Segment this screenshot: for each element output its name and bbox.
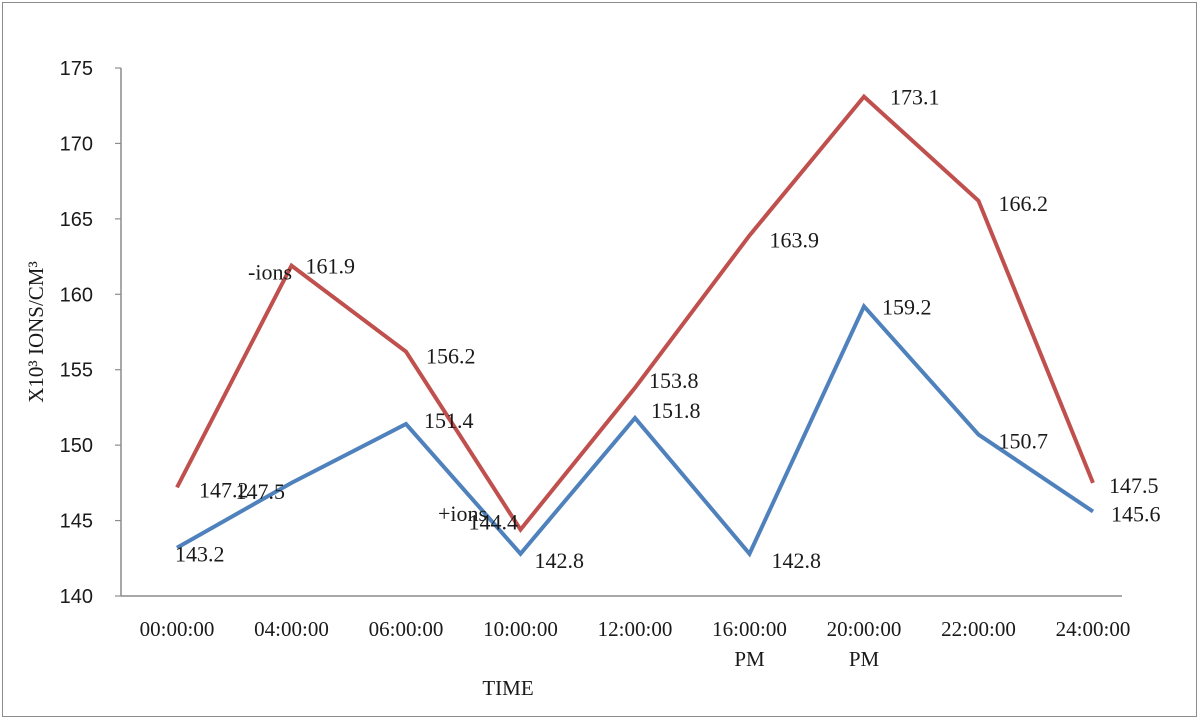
series-name-negative-ions: -ions (248, 260, 292, 285)
x-tick-label: 24:00:00 (1056, 617, 1131, 641)
x-tick-label: PM (849, 647, 880, 671)
x-tick-label: PM (734, 647, 765, 671)
x-tick-label: 16:00:00 (712, 617, 787, 641)
x-tick-label: 10:00:00 (483, 617, 558, 641)
data-label: 143.2 (175, 542, 225, 567)
y-tick-label: 155 (60, 360, 93, 382)
data-label: 142.8 (535, 548, 585, 573)
data-label: 166.2 (999, 191, 1049, 216)
data-label: 147.2 (199, 477, 249, 502)
x-tick-label: 22:00:00 (941, 617, 1016, 641)
data-label: 153.8 (649, 368, 699, 393)
x-tick-label: 06:00:00 (369, 617, 444, 641)
data-label: 144.4 (469, 510, 519, 535)
x-tick-label: 00:00:00 (140, 617, 215, 641)
data-label: 173.1 (890, 85, 940, 110)
data-label: 151.4 (424, 408, 474, 433)
data-label: 147.5 (1109, 473, 1159, 498)
data-label: 159.2 (882, 294, 932, 319)
y-tick-label: 140 (60, 586, 93, 608)
data-label: 142.8 (772, 548, 822, 573)
y-tick-label: 160 (60, 284, 93, 306)
series-line-positive-ions (176, 302, 1095, 558)
axis-titles: TIME X10³ IONS/CM³ (24, 261, 534, 700)
x-axis-title: TIME (482, 676, 533, 700)
y-ticks: 140 145 150 155 160 165 170 175 (60, 58, 121, 608)
data-label: 161.9 (306, 254, 356, 279)
data-label: 145.6 (1111, 502, 1161, 527)
data-label: 163.9 (770, 227, 820, 252)
data-label: 151.8 (651, 398, 701, 423)
x-ticks: 00:00:00 04:00:00 06:00:00 10:00:00 12:00:00… (140, 617, 1131, 671)
series-lines (175, 93, 1095, 558)
axes (120, 68, 1122, 597)
data-label: 156.2 (426, 344, 476, 369)
y-tick-label: 165 (60, 209, 93, 231)
data-labels: 147.2 161.9 156.2 144.4 153.8 163.9 173.1 166.2… (175, 85, 1161, 573)
y-axis-title: X10³ IONS/CM³ (24, 261, 48, 403)
data-label: 150.7 (999, 429, 1049, 454)
series-line-negative-ions (175, 93, 1095, 534)
series-name-positive-ions: +ions (438, 501, 487, 526)
y-tick-label: 170 (60, 133, 93, 155)
y-tick-label: 175 (60, 58, 93, 80)
y-tick-label: 150 (60, 435, 93, 457)
x-tick-label: 12:00:00 (598, 617, 673, 641)
x-tick-label: 20:00:00 (827, 617, 902, 641)
data-label: 147.5 (236, 479, 286, 504)
x-tick-label: 04:00:00 (254, 617, 329, 641)
y-tick-label: 145 (60, 511, 93, 533)
